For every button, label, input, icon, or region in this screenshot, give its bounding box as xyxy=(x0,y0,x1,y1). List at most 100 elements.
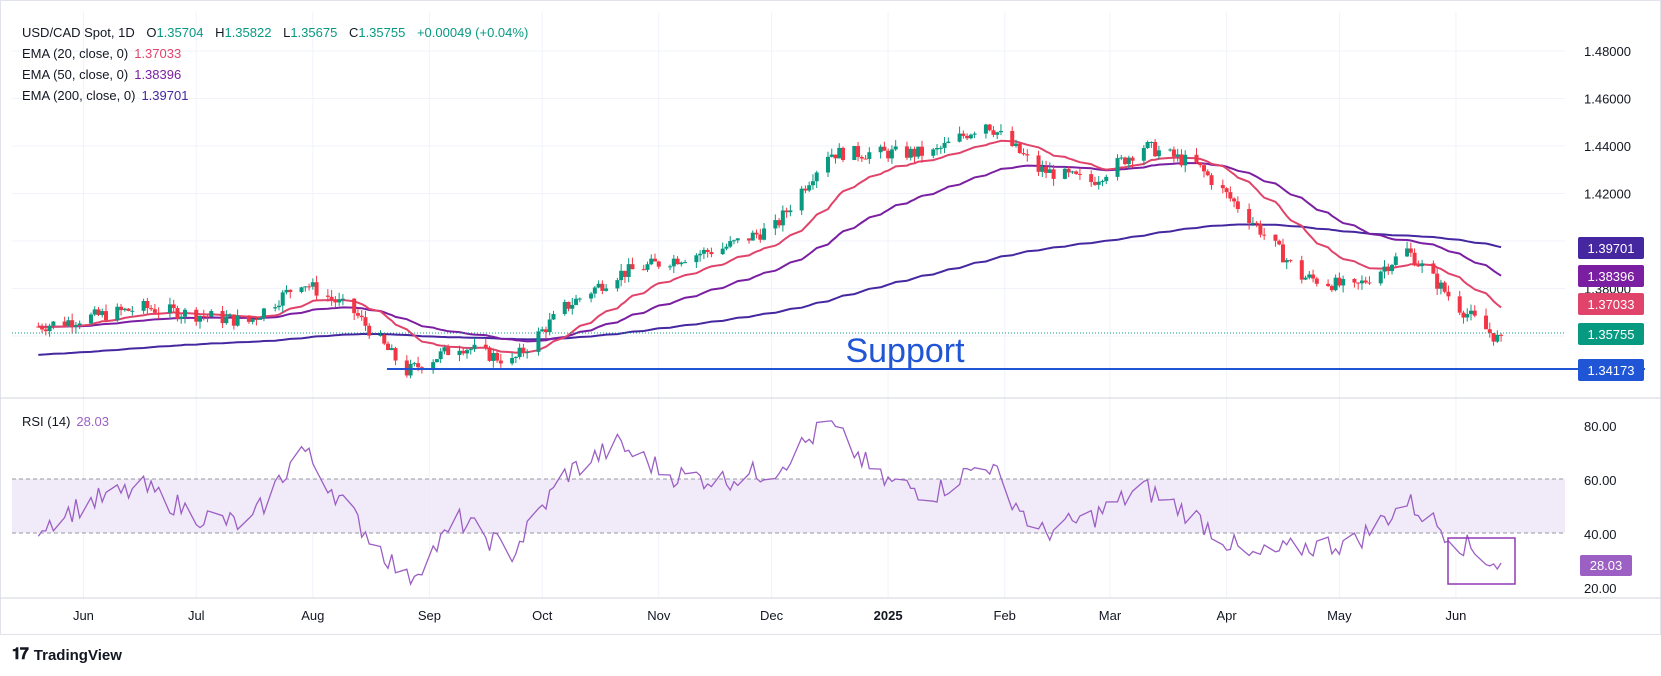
candle-body xyxy=(720,248,725,255)
candle-body xyxy=(946,141,951,143)
candle-body xyxy=(919,146,924,156)
candle-body xyxy=(1438,282,1443,289)
candle-body xyxy=(92,309,97,315)
candle-body xyxy=(258,318,263,320)
rsi-legend: RSI (14) 28.03 xyxy=(22,414,109,429)
candle-body xyxy=(1311,274,1316,279)
ema200-legend: EMA (200, close, 0) 1.39701 xyxy=(22,88,189,103)
candle-body xyxy=(329,296,334,300)
candle-body xyxy=(1280,244,1285,263)
candle-body xyxy=(1205,171,1210,176)
candle-body xyxy=(1472,310,1477,316)
candle-body xyxy=(1356,282,1361,284)
candle-body xyxy=(1115,158,1120,177)
candle-body xyxy=(1303,277,1308,280)
candle-body xyxy=(250,319,255,322)
candle-body xyxy=(66,320,71,326)
candle-body xyxy=(803,188,808,191)
candle-body xyxy=(47,325,52,332)
price-badges: 1.39701 1.38396 1.37033 1.35755 1.34173 xyxy=(1578,237,1644,381)
candle-body xyxy=(1314,278,1319,284)
candle-body xyxy=(1021,153,1026,155)
candle-body xyxy=(1405,248,1410,257)
tradingview-logo-icon: 𝟏𝟕 xyxy=(12,646,29,663)
tradingview-logo[interactable]: 𝟏𝟕 TradingView xyxy=(12,646,122,664)
candle-body xyxy=(220,311,225,324)
price-badge xyxy=(1578,359,1644,381)
candle-body xyxy=(1119,157,1124,159)
time-tick-label: Sep xyxy=(418,608,441,623)
candle-body xyxy=(1051,169,1056,179)
candle-body xyxy=(355,313,360,316)
candle-body xyxy=(1333,277,1338,291)
ema20-line xyxy=(38,139,1502,354)
candle-body xyxy=(359,315,364,318)
candle-body xyxy=(43,329,48,332)
candle-body xyxy=(1468,310,1473,315)
candle-body xyxy=(957,133,962,142)
candle-body xyxy=(130,310,135,312)
candle-body xyxy=(1491,333,1496,342)
candle-body xyxy=(735,238,740,241)
candle-body xyxy=(833,154,838,159)
candle-body xyxy=(231,314,236,326)
candle-body xyxy=(649,258,654,265)
candle-body xyxy=(36,326,41,328)
candle-body xyxy=(1284,260,1289,263)
candle-body xyxy=(968,134,973,139)
candle-body xyxy=(1393,256,1398,265)
candle-body xyxy=(675,258,680,265)
candle-body xyxy=(784,210,789,213)
candle-body xyxy=(998,130,1003,133)
candle-body xyxy=(378,334,383,336)
candle-body xyxy=(543,329,548,333)
candle-body xyxy=(404,360,409,376)
candle-body xyxy=(96,309,101,315)
candle-body xyxy=(126,308,131,311)
candle-body xyxy=(412,363,417,365)
candle-body xyxy=(100,311,105,315)
candle-body xyxy=(799,188,804,211)
candle-body xyxy=(1412,252,1417,266)
candle-body xyxy=(1171,149,1176,157)
candle-body xyxy=(461,350,466,354)
candle-body xyxy=(307,286,312,288)
candle-body xyxy=(179,316,184,319)
candle-body xyxy=(273,307,278,309)
candle-body xyxy=(149,308,154,310)
candle-body xyxy=(1010,130,1015,146)
candle-body xyxy=(724,246,729,249)
candle-body xyxy=(303,286,308,288)
candle-body xyxy=(589,293,594,299)
candle-body xyxy=(156,312,161,314)
candle-body xyxy=(1299,260,1304,280)
candle-body xyxy=(1363,280,1368,283)
candle-body xyxy=(310,282,315,287)
candle-body xyxy=(935,148,940,150)
candle-body xyxy=(325,295,330,297)
candle-body xyxy=(938,147,943,149)
time-tick-label: Oct xyxy=(532,608,553,623)
candle-body xyxy=(1461,312,1466,318)
candle-body xyxy=(228,314,233,317)
candle-body xyxy=(1077,173,1082,175)
candle-body xyxy=(882,146,887,151)
candle-body xyxy=(626,264,631,277)
rsi-band xyxy=(12,479,1565,533)
candle-body xyxy=(517,347,522,358)
candle-body xyxy=(1126,157,1131,165)
candle-body xyxy=(1149,141,1154,143)
candle-body xyxy=(1326,283,1331,287)
candle-body xyxy=(276,305,281,308)
candle-body xyxy=(171,304,176,309)
candle-body xyxy=(656,261,661,267)
candle-body xyxy=(1123,157,1128,165)
rsi-tick-label: 20.00 xyxy=(1584,581,1617,596)
candle-body xyxy=(807,185,812,191)
candle-body xyxy=(965,135,970,139)
rsi-tick-label: 80.00 xyxy=(1584,419,1617,434)
candle-body xyxy=(747,238,752,241)
candle-body xyxy=(254,319,259,321)
candle-body xyxy=(728,241,733,247)
candle-body xyxy=(1179,154,1184,166)
